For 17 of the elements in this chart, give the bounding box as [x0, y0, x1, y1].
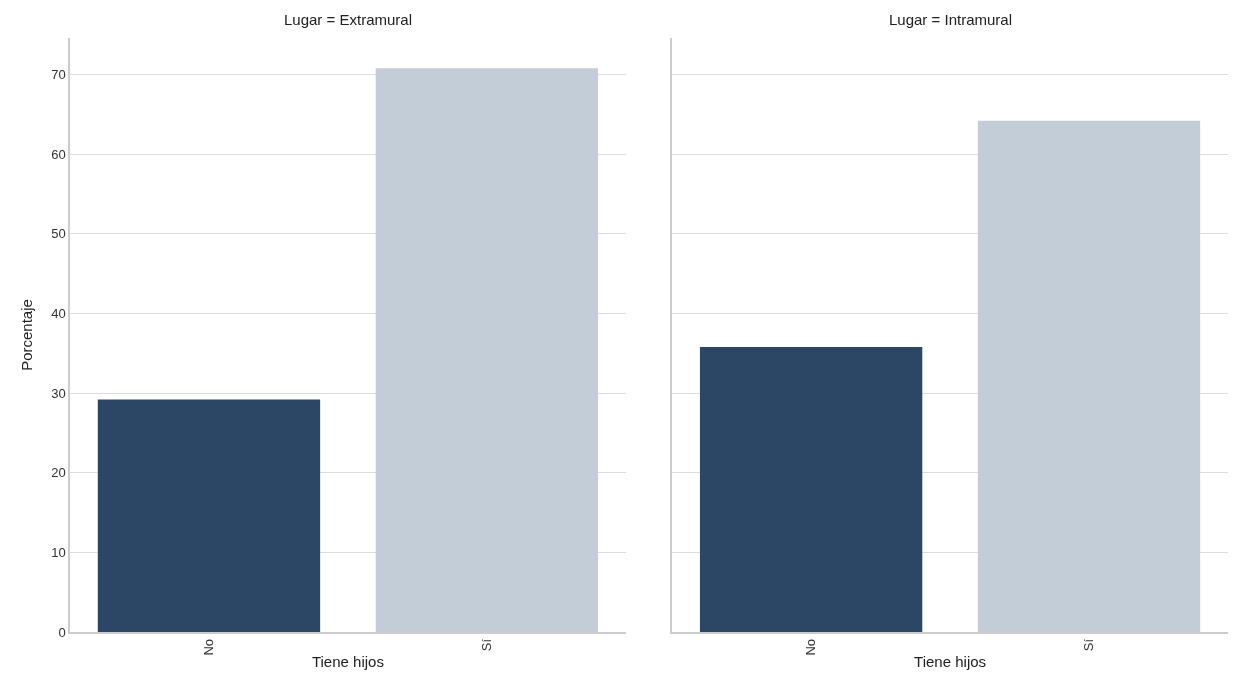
x-axis-title: Tiene hijos [311, 653, 384, 671]
y-tick-label: 60 [51, 146, 66, 162]
x-tick-label: No [201, 638, 217, 656]
x-tick-label: No [803, 638, 819, 656]
x-tick-label: Sí [479, 638, 495, 652]
y-tick-label: 40 [51, 306, 66, 322]
y-tick-label: 30 [51, 385, 66, 401]
chart-title: Lugar = Intramural [889, 11, 1012, 28]
y-tick-label: 0 [58, 624, 66, 640]
y-tick-label: 20 [51, 465, 66, 481]
y-tick-label: 10 [51, 544, 66, 560]
chart-title: Lugar = Extramural [284, 11, 412, 28]
y-axis-title: Porcentaje [17, 299, 35, 371]
y-tick-label: 50 [51, 226, 66, 242]
x-tick-label: Sí [1081, 638, 1097, 652]
x-axis-title: Tiene hijos [914, 653, 987, 671]
y-tick-label: 70 [51, 67, 66, 83]
